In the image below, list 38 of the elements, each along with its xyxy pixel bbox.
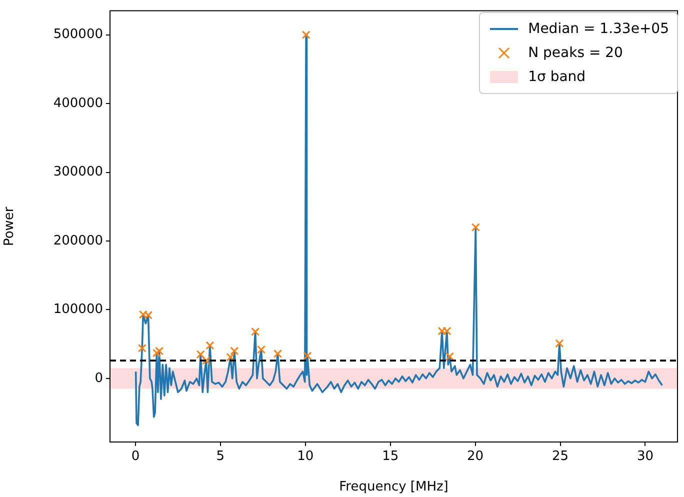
legend-label: N peaks = 20 xyxy=(528,45,623,61)
point xyxy=(230,346,239,356)
y-tick-label: 300000 xyxy=(53,164,103,180)
point xyxy=(273,349,282,358)
y-tick-label: 0 xyxy=(94,370,103,386)
x-tick-label: 25 xyxy=(552,449,569,464)
point xyxy=(138,344,146,352)
point xyxy=(256,345,266,354)
x-tick-label: 0 xyxy=(131,449,140,464)
y-tick-label: 500000 xyxy=(53,27,103,42)
point xyxy=(303,351,312,360)
point xyxy=(555,339,564,348)
y-axis-title: Power xyxy=(2,206,18,246)
y-tick-label: 200000 xyxy=(53,233,103,248)
point xyxy=(250,327,260,336)
legend-label: Median = 1.33e+05 xyxy=(528,21,669,37)
point xyxy=(144,310,153,320)
point xyxy=(196,350,205,359)
x-tick-label: 5 xyxy=(216,449,225,464)
point xyxy=(152,348,162,358)
point xyxy=(438,326,446,336)
x-tick-label: 30 xyxy=(636,449,654,464)
x-tick-label: 15 xyxy=(382,449,399,464)
point xyxy=(445,352,454,361)
point xyxy=(226,352,235,362)
y-tick-label: 400000 xyxy=(53,96,103,111)
x-tick-label: 20 xyxy=(467,449,484,464)
y-tick-label: 100000 xyxy=(53,302,103,318)
x-axis-title: Frequency [MHz] xyxy=(339,480,448,495)
point xyxy=(442,326,452,336)
x-tick-label: 10 xyxy=(297,449,314,464)
point xyxy=(202,356,210,365)
point xyxy=(206,341,214,350)
point xyxy=(302,30,310,40)
point xyxy=(471,222,480,232)
point xyxy=(154,346,164,356)
legend-label: 1σ band xyxy=(528,69,586,85)
point xyxy=(138,310,148,319)
